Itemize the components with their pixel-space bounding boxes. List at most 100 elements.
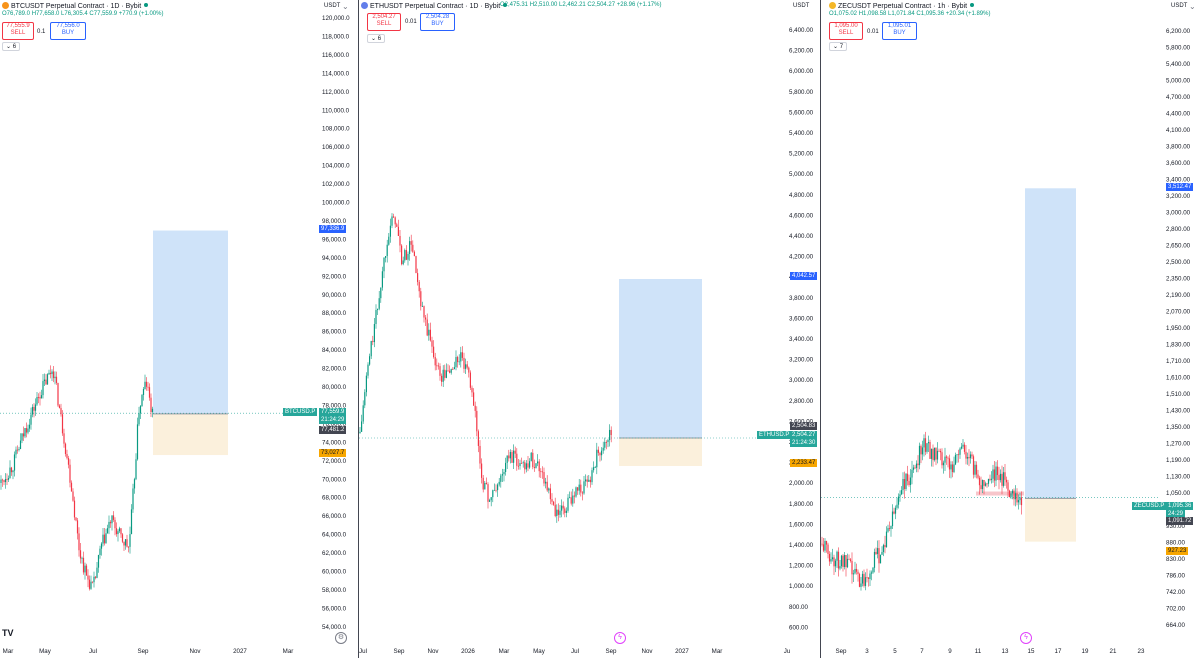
zec-candle-body [1017,500,1020,503]
eth-chart-title: ETHUSDT Perpetual Contract · 1D · Bybit [370,3,501,10]
zec-candle-body [1013,490,1015,500]
btc-y-tick-label: 62,000.0 [322,550,347,557]
zec-candle-body [836,551,838,561]
btc-indicator-count: 6 [12,44,17,50]
eth-chart-panel[interactable]: 6,400.00 6,200.00 6,000.00 5,800.00 5,600.00… [359,0,820,658]
btc-candle-body [118,528,121,532]
btc-candle-body [9,467,11,479]
eth-candle-body [537,461,539,464]
zec-y-tick-label: 880.00 [1166,540,1185,547]
eth-candle-body [525,463,527,470]
eth-candle-body [380,287,382,299]
eth-candle-body [570,497,572,504]
zec-buy-button[interactable]: 1,095.01 BUY [882,22,917,40]
eth-axis-unit: USDT [793,3,810,9]
btc-candle-body [135,459,137,480]
eth-candle-body [498,481,500,485]
btc-symbol-tag: BTCUSD.P [283,408,318,416]
eth-y-tick-label: 5,600.00 [789,109,814,116]
btc-candle-body [81,557,83,559]
eth-candle-body [514,450,516,454]
btc-candle-body [117,531,119,535]
zec-candle-body [936,450,939,460]
btc-candle-body [105,533,107,544]
zec-x-tick-label: 23 [1138,648,1145,655]
zec-candle-body [974,464,976,475]
zec-settings-icon[interactable]: ⌄ [1189,2,1196,11]
btc-chart-panel[interactable]: 120,000.0 118,000.0 116,000.0 114,000.0 112,… [0,0,358,658]
zec-candle-body [905,473,907,489]
zec-sell-button[interactable]: 1,095.00 SELL [829,22,863,40]
btc-candle-body [48,372,50,375]
eth-entry-tag: 2,504.83 [790,422,818,430]
eth-candle-body [585,479,587,482]
btc-candle-body [132,488,134,510]
btc-candle-body [66,453,68,459]
zec-x-tick-label: 17 [1055,648,1062,655]
zec-candle-body [978,477,981,486]
zec-candle-body [914,467,916,469]
zec-y-tick-label: 742.00 [1166,589,1185,596]
btc-settings-gear-icon[interactable]: ⚙ [335,632,347,644]
zec-entry-tag: 1,091.72 [1166,517,1194,525]
panel-divider-1[interactable] [358,0,359,658]
eth-candle-body [516,453,518,466]
eth-candle-body [553,501,555,505]
btc-settings-icon[interactable]: ⌄ [342,2,349,11]
zec-candle-body [990,478,993,480]
zec-candle-body [834,560,837,567]
eth-chart-canvas[interactable]: 6,400.00 6,200.00 6,000.00 5,800.00 5,600.00… [359,0,820,658]
eth-candle-body [461,352,463,358]
eth-x-tick-label: Jul [571,648,579,655]
btc-candle-body [93,576,95,583]
zec-indicator-toggle[interactable]: ⌄ 7 [829,42,848,51]
zec-candle-body [969,454,972,459]
eth-y-tick-label: 4,600.00 [789,212,814,219]
eth-candle-body [361,421,363,432]
zec-x-tick-label: 19 [1082,648,1089,655]
btc-loss-zone [153,413,228,456]
zec-candle-body [1019,497,1021,501]
btc-candle-body [58,405,61,408]
zec-chart-canvas[interactable]: 6,200.00 5,800.00 5,400.00 5,000.00 4,700.00… [821,0,1200,658]
btc-candle-body [111,515,113,524]
btc-indicator-toggle[interactable]: ⌄ 6 [2,42,21,51]
eth-candle-body [489,500,491,502]
eth-buy-button[interactable]: 2,504.28 BUY [420,13,455,31]
zec-chart-panel[interactable]: 6,200.00 5,800.00 5,400.00 5,000.00 4,700.00… [821,0,1200,658]
panel-divider-2[interactable] [820,0,821,658]
eth-indicator-toggle[interactable]: ⌄ 6 [367,34,386,43]
eth-candle-body [554,504,556,516]
eth-candle-body [474,405,476,411]
btc-y-tick-label: 60,000.0 [322,569,347,576]
zec-candle-body [830,559,832,562]
zec-candle-body [860,583,862,587]
btc-candle-body [106,528,109,534]
eth-lightning-icon[interactable]: ϟ [614,632,626,644]
eth-candle-body [490,497,492,501]
zec-candle-body [933,447,936,461]
zec-candle-body [930,448,933,459]
eth-candle-body [442,369,444,382]
btc-x-tick-label: Jul [89,648,97,655]
zec-y-tick-label: 1,430.00 [1166,408,1191,415]
eth-candle-body [591,470,593,483]
eth-candle-body [418,281,420,292]
zec-sell-price: 1,095.00 [834,23,858,29]
btc-candle-body [75,517,77,521]
btc-candle-body [57,382,59,406]
zec-lightning-icon[interactable]: ϟ [1020,632,1032,644]
btc-candle-body [144,381,146,389]
btc-y-tick-label: 112,000.0 [322,89,350,96]
eth-sell-button[interactable]: 2,504.27 SELL [367,13,401,31]
btc-sell-button[interactable]: 77,555.9 SELL [2,22,34,40]
eth-candle-body [572,495,574,504]
zec-candle-body [902,479,904,491]
zec-y-tick-label: 4,400.00 [1166,111,1191,118]
btc-y-tick-label: 106,000.0 [322,144,350,151]
btc-chart-canvas[interactable]: 120,000.0 118,000.0 116,000.0 114,000.0 112,… [0,0,358,658]
zec-candle-body [824,540,826,551]
btc-y-tick-label: 94,000.0 [322,255,347,262]
btc-buy-button[interactable]: 77,556.0 BUY [50,22,86,40]
zec-x-tick-label: 9 [948,648,952,655]
